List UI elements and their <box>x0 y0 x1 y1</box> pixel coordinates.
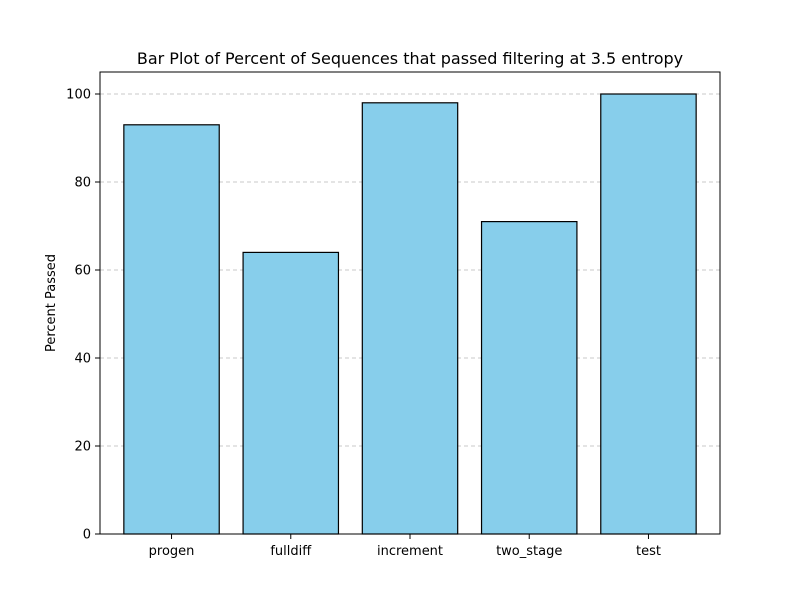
bar-progen <box>123 124 220 535</box>
bar-fulldiff <box>242 251 340 535</box>
y-tick-label: 20 <box>74 440 91 455</box>
chart-title: Bar Plot of Percent of Sequences that pa… <box>137 49 683 68</box>
bar-increment <box>361 102 459 535</box>
bar-two-stage <box>480 221 578 535</box>
x-tick-label: increment <box>377 544 443 559</box>
y-tick-label: 0 <box>83 528 91 543</box>
x-tick-label: two_stage <box>496 544 562 559</box>
y-axis-label: Percent Passed <box>44 254 59 352</box>
y-tick-label: 100 <box>66 88 91 103</box>
x-axis-ticks: progen fulldiff increment two_stage test <box>149 534 661 559</box>
y-tick-label: 40 <box>74 352 91 367</box>
y-tick-label: 80 <box>74 176 91 191</box>
x-tick-label: test <box>636 544 661 559</box>
y-tick-label: 60 <box>74 264 91 279</box>
x-tick-label: fulldiff <box>270 544 312 559</box>
bars <box>123 93 697 535</box>
y-axis-ticks: 0 20 40 60 80 100 <box>66 88 100 543</box>
x-tick-label: progen <box>149 544 195 559</box>
bar-test <box>600 93 697 535</box>
